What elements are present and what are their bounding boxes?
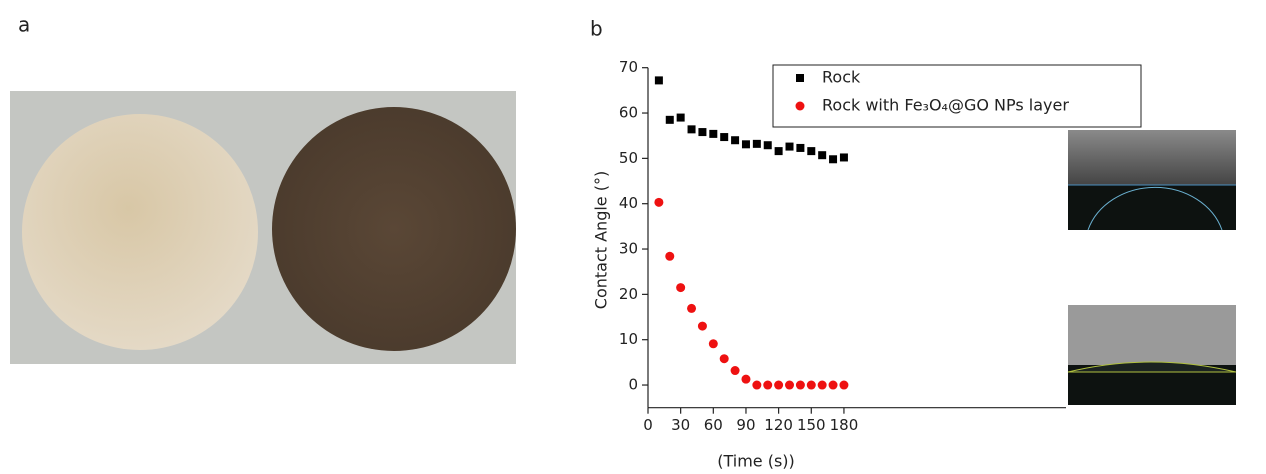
x-tick-label: 90 — [736, 416, 755, 434]
marker — [763, 141, 772, 150]
marker — [665, 115, 674, 124]
marker — [676, 113, 685, 122]
legend-label: Rock — [822, 68, 861, 87]
y-tick-label: 40 — [619, 194, 638, 212]
marker — [828, 380, 838, 390]
y-tick-label: 10 — [619, 330, 638, 348]
marker — [785, 380, 795, 390]
marker — [665, 251, 675, 261]
panel-label: b — [590, 17, 603, 41]
x-tick-label: 0 — [643, 416, 653, 434]
y-tick-label: 50 — [619, 149, 638, 167]
marker — [785, 142, 794, 151]
marker — [818, 151, 827, 160]
inset-bottom — [1067, 305, 1237, 405]
coated-disc — [272, 107, 516, 351]
marker — [806, 380, 816, 390]
marker — [676, 283, 686, 293]
marker — [730, 366, 740, 376]
y-tick-label: 60 — [619, 104, 638, 122]
marker — [752, 139, 761, 148]
x-tick-label: 150 — [797, 416, 826, 434]
marker — [752, 380, 762, 390]
marker — [829, 155, 838, 164]
marker — [708, 339, 718, 349]
marker — [719, 354, 729, 364]
legend-box — [772, 64, 1142, 128]
x-axis-label: (Time (s)) — [717, 452, 795, 471]
x-tick-label: 180 — [830, 416, 859, 434]
y-tick-label: 20 — [619, 285, 638, 303]
marker — [697, 321, 707, 331]
marker — [731, 136, 740, 145]
marker — [709, 129, 718, 138]
marker — [720, 133, 729, 142]
marker — [839, 380, 849, 390]
marker — [698, 128, 707, 137]
y-tick-label: 70 — [619, 58, 638, 76]
marker — [796, 74, 804, 82]
panel-label: a — [18, 13, 30, 37]
marker — [817, 380, 827, 390]
marker — [839, 153, 848, 162]
marker — [774, 380, 784, 390]
marker — [741, 140, 750, 149]
marker — [654, 76, 663, 85]
marker — [795, 101, 805, 111]
marker — [654, 197, 664, 207]
marker — [796, 143, 805, 152]
marker — [774, 147, 783, 156]
legend-label: Rock with Fe₃O₄@GO NPs layer — [822, 96, 1069, 115]
marker — [795, 380, 805, 390]
y-tick-label: 30 — [619, 240, 638, 258]
x-tick-label: 120 — [764, 416, 793, 434]
y-axis-label: Contact Angle (°) — [592, 171, 611, 309]
marker — [807, 147, 816, 156]
rock-disc — [22, 114, 258, 350]
photo — [10, 91, 516, 364]
marker — [687, 125, 696, 134]
marker — [687, 303, 697, 313]
marker — [741, 374, 751, 384]
x-tick-label: 60 — [704, 416, 723, 434]
inset-top — [1068, 130, 1236, 231]
y-tick-label: 0 — [628, 376, 638, 394]
x-tick-label: 30 — [671, 416, 690, 434]
marker — [763, 380, 773, 390]
